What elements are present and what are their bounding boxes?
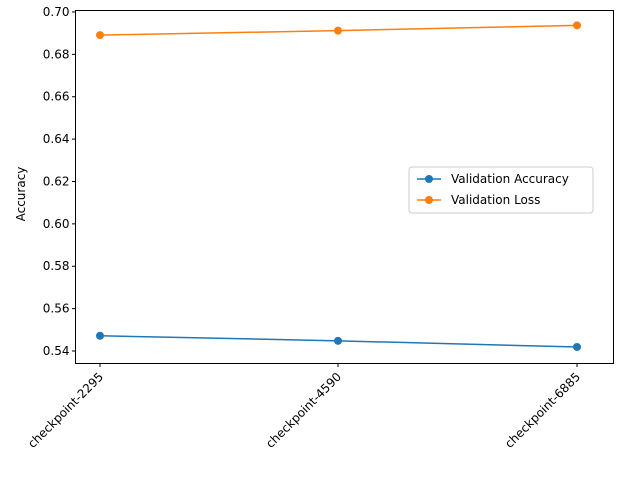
legend: Validation Accuracy Validation Loss — [408, 166, 594, 214]
y-tick-label: 0.62 — [43, 174, 70, 188]
plot-area — [96, 21, 581, 351]
y-tick-label: 0.56 — [43, 302, 70, 316]
data-point — [96, 31, 104, 40]
legend-frame — [408, 166, 594, 214]
plot-frame — [75, 10, 614, 364]
y-tick-label: 0.54 — [43, 344, 70, 358]
data-point — [96, 331, 104, 340]
data-point — [573, 342, 581, 351]
x-tick-label: checkpoint-6885 — [502, 370, 583, 451]
legend-marker — [425, 196, 433, 204]
y-axis-label: Accuracy — [14, 167, 28, 222]
data-point — [573, 21, 581, 30]
data-point — [334, 26, 342, 35]
legend-marker — [425, 175, 433, 183]
y-tick-label: 0.58 — [43, 259, 70, 273]
y-tick-label: 0.70 — [43, 5, 70, 19]
legend-label: Validation Accuracy — [451, 172, 569, 186]
y-tick-label: 0.68 — [43, 47, 70, 61]
axes: 0.54 0.56 0.58 0.60 0.62 0.64 0.66 0.68 0.70 chec… — [25, 5, 583, 451]
x-tick-label: checkpoint-4590 — [263, 370, 344, 451]
data-point — [334, 336, 342, 345]
y-tick-label: 0.64 — [43, 132, 70, 146]
y-tick-label: 0.60 — [43, 217, 70, 231]
x-tick-label: checkpoint-2295 — [25, 370, 106, 451]
legend-label: Validation Loss — [451, 193, 540, 207]
y-tick-label: 0.66 — [43, 90, 70, 104]
